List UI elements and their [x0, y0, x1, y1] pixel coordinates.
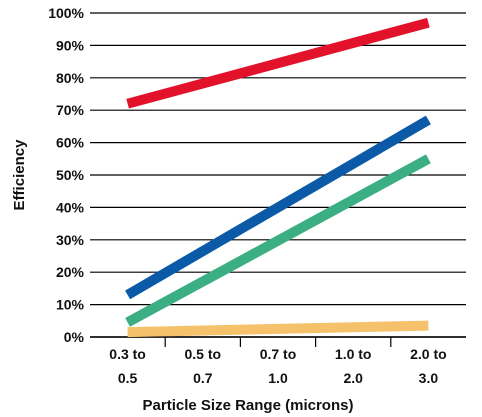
- y-tick-label: 0%: [64, 329, 85, 345]
- y-tick-label: 70%: [56, 102, 85, 118]
- x-axis-title: Particle Size Range (microns): [143, 397, 354, 414]
- y-tick-label: 30%: [56, 232, 85, 248]
- y-tick-label: 40%: [56, 199, 85, 215]
- series-line: [125, 154, 431, 327]
- series-lines: [125, 17, 431, 338]
- y-tick-label: 100%: [48, 5, 84, 21]
- y-tick-labels: 0% 10% 20% 30% 40% 50% 60% 70% 80% 90% 100%: [48, 5, 84, 345]
- y-tick-label: 90%: [56, 37, 85, 53]
- x-tick-label: 0.3 to 0.5: [109, 346, 146, 386]
- x-tick-label: 0.7 to 1.0: [260, 346, 297, 386]
- y-tick-label: 60%: [56, 135, 85, 151]
- x-tick-label: 1.0 to 2.0: [335, 346, 372, 386]
- x-tick-label: 2.0 to 3.0: [410, 346, 447, 386]
- x-tick-labels: 0.3 to 0.5 0.5 to 0.7 0.7 to 1.0 1.0 to 2.0 2.0 …: [109, 346, 446, 386]
- series-line: [126, 17, 430, 109]
- y-tick-label: 50%: [56, 167, 85, 183]
- y-axis-title: Efficiency: [11, 139, 28, 211]
- y-tick-label: 20%: [56, 264, 85, 280]
- series-line: [125, 115, 431, 300]
- x-tick-label: 0.5 to 0.7: [185, 346, 222, 386]
- y-tick-label: 10%: [56, 297, 85, 313]
- x-axis: [90, 336, 466, 347]
- series-line: [127, 320, 429, 338]
- y-tick-label: 80%: [56, 70, 85, 86]
